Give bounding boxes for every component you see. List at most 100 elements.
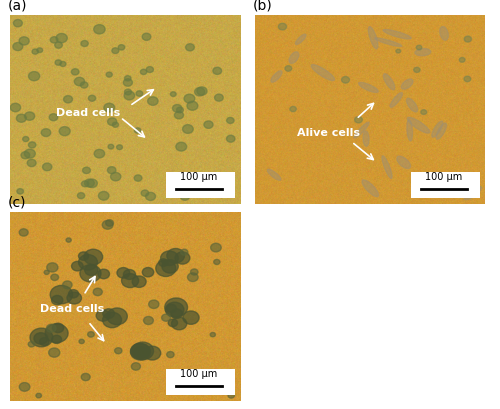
Circle shape — [142, 268, 154, 277]
Circle shape — [134, 175, 142, 182]
Circle shape — [117, 268, 130, 279]
Circle shape — [88, 332, 94, 337]
Circle shape — [19, 229, 28, 236]
Circle shape — [204, 121, 213, 129]
Circle shape — [72, 262, 83, 271]
Circle shape — [80, 83, 88, 89]
Circle shape — [48, 348, 60, 357]
Circle shape — [44, 271, 49, 275]
Ellipse shape — [436, 124, 446, 140]
Ellipse shape — [382, 156, 392, 179]
Ellipse shape — [464, 187, 481, 200]
Circle shape — [141, 191, 148, 197]
Text: 100 μm: 100 μm — [180, 176, 217, 186]
Circle shape — [226, 118, 234, 124]
Circle shape — [190, 269, 198, 275]
Circle shape — [124, 90, 132, 96]
Circle shape — [174, 112, 184, 119]
Text: (b): (b) — [252, 0, 272, 13]
Circle shape — [118, 45, 125, 51]
Circle shape — [124, 79, 132, 87]
Circle shape — [146, 67, 154, 73]
Circle shape — [22, 137, 29, 142]
Circle shape — [74, 78, 85, 87]
Circle shape — [160, 252, 178, 266]
Ellipse shape — [296, 35, 306, 45]
Circle shape — [14, 20, 22, 28]
Ellipse shape — [390, 93, 402, 108]
Text: Alive cells: Alive cells — [297, 128, 360, 138]
Circle shape — [72, 70, 79, 76]
Circle shape — [50, 285, 72, 304]
Circle shape — [165, 298, 188, 317]
Circle shape — [28, 142, 36, 148]
Circle shape — [213, 68, 222, 75]
Circle shape — [197, 88, 207, 96]
Circle shape — [50, 38, 58, 44]
Circle shape — [108, 119, 117, 126]
Circle shape — [32, 50, 38, 55]
Circle shape — [132, 276, 146, 288]
Circle shape — [88, 96, 96, 102]
Text: 100 μm: 100 μm — [425, 172, 462, 182]
Circle shape — [84, 180, 94, 188]
Circle shape — [21, 152, 29, 160]
Circle shape — [166, 352, 174, 358]
Circle shape — [42, 164, 52, 171]
Circle shape — [182, 125, 193, 134]
Ellipse shape — [362, 180, 378, 197]
Circle shape — [45, 324, 68, 343]
Circle shape — [56, 34, 68, 44]
Circle shape — [190, 180, 200, 189]
Circle shape — [416, 46, 422, 51]
Circle shape — [210, 333, 216, 337]
Circle shape — [156, 261, 176, 277]
Ellipse shape — [354, 123, 369, 139]
Circle shape — [104, 104, 115, 113]
Ellipse shape — [384, 74, 395, 91]
Circle shape — [278, 24, 286, 31]
Circle shape — [84, 249, 102, 265]
Circle shape — [78, 252, 88, 261]
Ellipse shape — [374, 39, 402, 47]
FancyBboxPatch shape — [166, 369, 235, 395]
Circle shape — [210, 244, 221, 252]
Circle shape — [54, 43, 62, 49]
Ellipse shape — [358, 83, 378, 93]
Ellipse shape — [402, 80, 413, 90]
Circle shape — [172, 317, 187, 330]
Circle shape — [102, 312, 122, 328]
Circle shape — [148, 300, 159, 309]
Circle shape — [144, 317, 154, 325]
Circle shape — [172, 105, 182, 113]
Circle shape — [28, 72, 40, 81]
Circle shape — [134, 347, 147, 358]
Circle shape — [10, 104, 20, 112]
Circle shape — [148, 98, 158, 106]
Ellipse shape — [368, 27, 378, 49]
Circle shape — [130, 344, 150, 359]
Circle shape — [171, 309, 182, 319]
Circle shape — [24, 150, 36, 159]
Circle shape — [79, 339, 84, 344]
Circle shape — [228, 393, 234, 398]
Circle shape — [170, 92, 176, 97]
Text: Dead cells: Dead cells — [40, 303, 104, 314]
Circle shape — [142, 34, 151, 41]
Circle shape — [81, 373, 90, 381]
Circle shape — [60, 62, 66, 67]
Circle shape — [78, 255, 98, 270]
Circle shape — [40, 338, 49, 346]
Circle shape — [98, 192, 109, 201]
Ellipse shape — [271, 72, 282, 83]
Circle shape — [144, 346, 160, 360]
Ellipse shape — [415, 49, 431, 57]
Circle shape — [82, 182, 88, 187]
Circle shape — [342, 77, 349, 84]
Text: (c): (c) — [8, 195, 26, 209]
Circle shape — [396, 50, 400, 54]
Circle shape — [47, 263, 58, 272]
Ellipse shape — [289, 53, 299, 64]
Circle shape — [167, 249, 184, 263]
Circle shape — [28, 342, 35, 347]
